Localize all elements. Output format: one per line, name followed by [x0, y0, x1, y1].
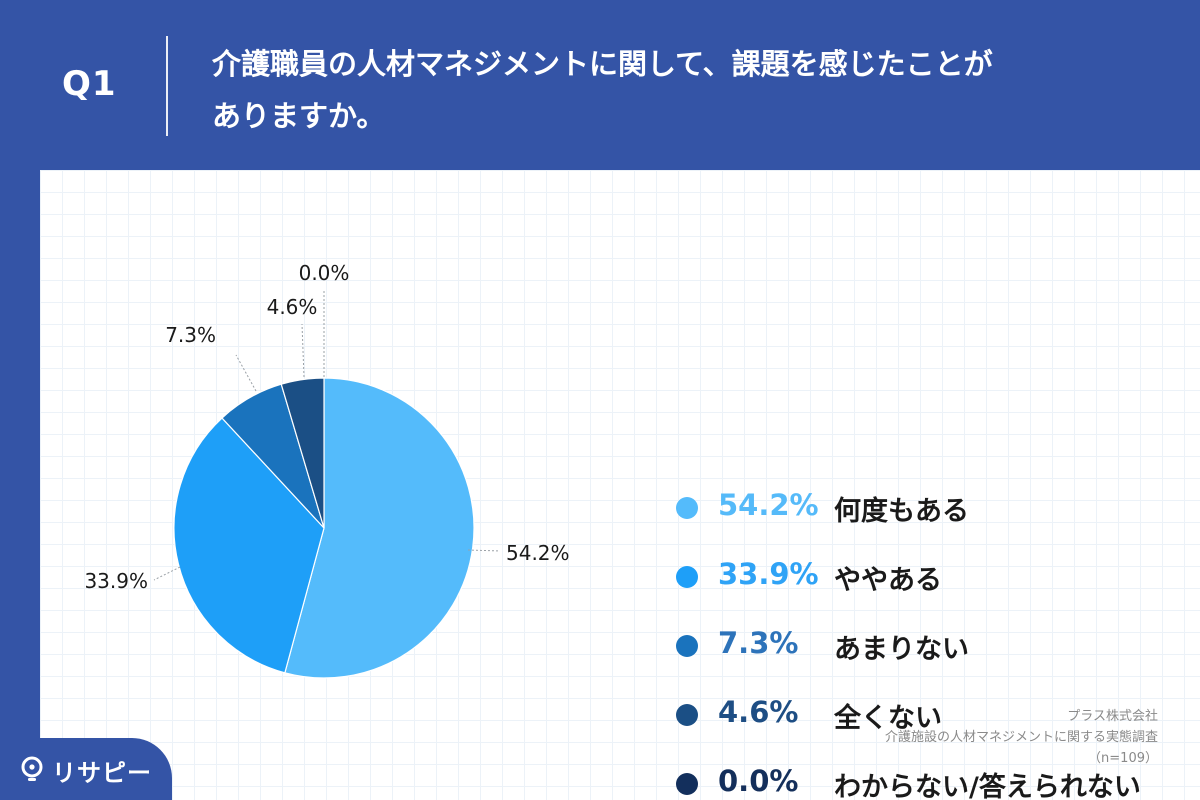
legend-color-dot [676, 497, 698, 519]
legend-color-dot [676, 566, 698, 588]
pie-slice-4 [280, 377, 325, 529]
legend-item: 4.6% 全くない [676, 689, 1200, 758]
legend-label: 何度もある [834, 496, 969, 527]
source-company: プラス株式会社 [1067, 709, 1158, 724]
slice-data-label-3: 7.3% [165, 323, 216, 347]
legend-color-dot [676, 773, 698, 795]
legend-percentage: 33.9% [718, 557, 819, 591]
source-survey: 介護施設の人材マネジメントに関する実態調査 [884, 730, 1158, 745]
leader-line-4 [301, 323, 305, 378]
legend-item: 7.3% あまりない [676, 620, 1200, 689]
header-divider [166, 36, 168, 136]
legend-label: あまりない [834, 634, 969, 665]
leader-line-1 [467, 549, 501, 552]
question-number: Q1 [62, 64, 117, 104]
legend-label: 全くない [834, 703, 942, 734]
question-title-line1: 介護職員の人材マネジメントに関して、課題を感じたことが [212, 47, 993, 81]
legend-label: わからない/答えられない [834, 772, 1141, 800]
legend-item: 0.0% わからない/答えられない [676, 758, 1200, 800]
legend-percentage: 54.2% [718, 488, 819, 522]
source-sample: （n=109） [1088, 751, 1158, 766]
legend-percentage: 7.3% [718, 626, 799, 660]
slice-data-label-5: 0.0% [299, 261, 350, 285]
lightbulb-icon [21, 756, 43, 781]
slice-data-label-1: 54.2% [506, 541, 570, 565]
leader-line-2 [153, 566, 181, 581]
slice-data-label-2: 33.9% [84, 569, 148, 593]
chart-legend: 54.2% 何度もある 33.9% ややある 7.3% あまりない 4.6% 全くない 0.0%… [676, 482, 1200, 800]
legend-item: 54.2% 何度もある [676, 482, 1200, 551]
legend-label: ややある [834, 565, 942, 596]
pie-slice-2 [173, 417, 325, 674]
question-header: Q1 介護職員の人材マネジメントに関して、課題を感じたことが ありますか。 [0, 0, 1200, 170]
question-title-line2: ありますか。 [212, 99, 386, 133]
leader-line-3 [235, 354, 257, 392]
legend-percentage: 4.6% [718, 695, 799, 729]
legend-color-dot [676, 704, 698, 726]
legend-color-dot [676, 635, 698, 657]
chart-card: 54.2% 33.9% 7.3% 4.6% 0.0% 54.2% 何度もある 33.9% やや… [40, 170, 1200, 800]
pie-chart: 54.2% 33.9% 7.3% 4.6% 0.0% [84, 261, 570, 679]
legend-item: 33.9% ややある [676, 551, 1200, 620]
brand-tab: リサピー [0, 738, 172, 800]
slice-data-label-4: 4.6% [267, 295, 318, 319]
legend-percentage: 0.0% [718, 764, 799, 798]
question-title: 介護職員の人材マネジメントに関して、課題を感じたことが ありますか。 [212, 38, 1172, 142]
source-note: プラス株式会社 介護施設の人材マネジメントに関する実態調査 （n=109） [758, 706, 1158, 769]
brand-logo-text: リサピー [52, 759, 152, 787]
pie-slice-1 [284, 377, 475, 679]
